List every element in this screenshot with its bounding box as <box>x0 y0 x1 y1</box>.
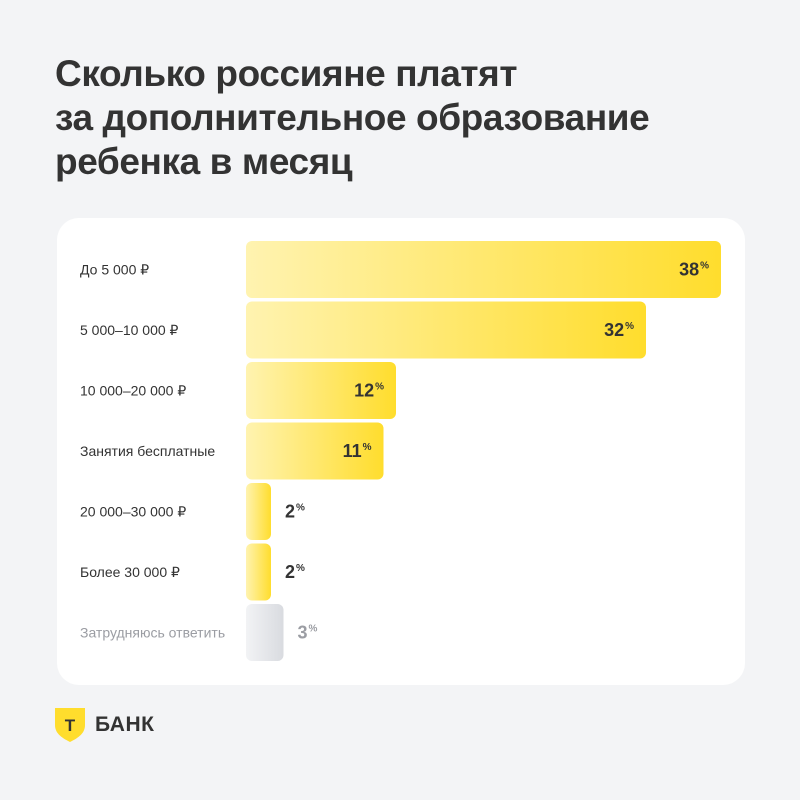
bar-chart: До 5 000 ₽ 38% 5 000–10 000 ₽ 32% 10 000–20 … <box>80 241 721 661</box>
category-label: 10 000–20 000 ₽ <box>80 383 186 399</box>
value-label: 32% <box>604 320 634 340</box>
bar <box>246 301 646 359</box>
value-label: 12% <box>354 381 384 401</box>
value-label: 3% <box>298 623 318 643</box>
bar <box>246 422 384 480</box>
category-label: Более 30 000 ₽ <box>80 564 180 580</box>
category-label: До 5 000 ₽ <box>80 262 149 278</box>
bar <box>246 483 271 540</box>
value-label: 2% <box>285 562 305 582</box>
category-label: 20 000–30 000 ₽ <box>80 504 186 520</box>
category-label: Занятия бесплатные <box>80 443 215 459</box>
category-label: Затрудняюсь ответить <box>80 625 225 641</box>
category-label: 5 000–10 000 ₽ <box>80 322 179 338</box>
shield-logo-icon: Т <box>55 708 85 742</box>
page-title: Сколько россияне платят за дополнительно… <box>55 52 755 184</box>
chart-card: До 5 000 ₽ 38% 5 000–10 000 ₽ 32% 10 000–20 … <box>57 218 745 685</box>
value-label: 11% <box>343 441 372 461</box>
bar <box>246 241 721 298</box>
bar <box>246 604 284 661</box>
bar <box>246 362 396 419</box>
brand-logo: Т БАНК <box>55 708 154 742</box>
bar <box>246 543 271 601</box>
value-label: 38% <box>679 260 709 280</box>
logo-letter: Т <box>65 716 76 735</box>
title-line-1: Сколько россияне платят <box>55 53 518 94</box>
title-line-2: за дополнительное образование <box>55 97 650 138</box>
brand-name: БАНК <box>95 713 155 736</box>
title-line-3: ребенка в месяц <box>55 141 353 182</box>
value-label: 2% <box>285 502 305 522</box>
